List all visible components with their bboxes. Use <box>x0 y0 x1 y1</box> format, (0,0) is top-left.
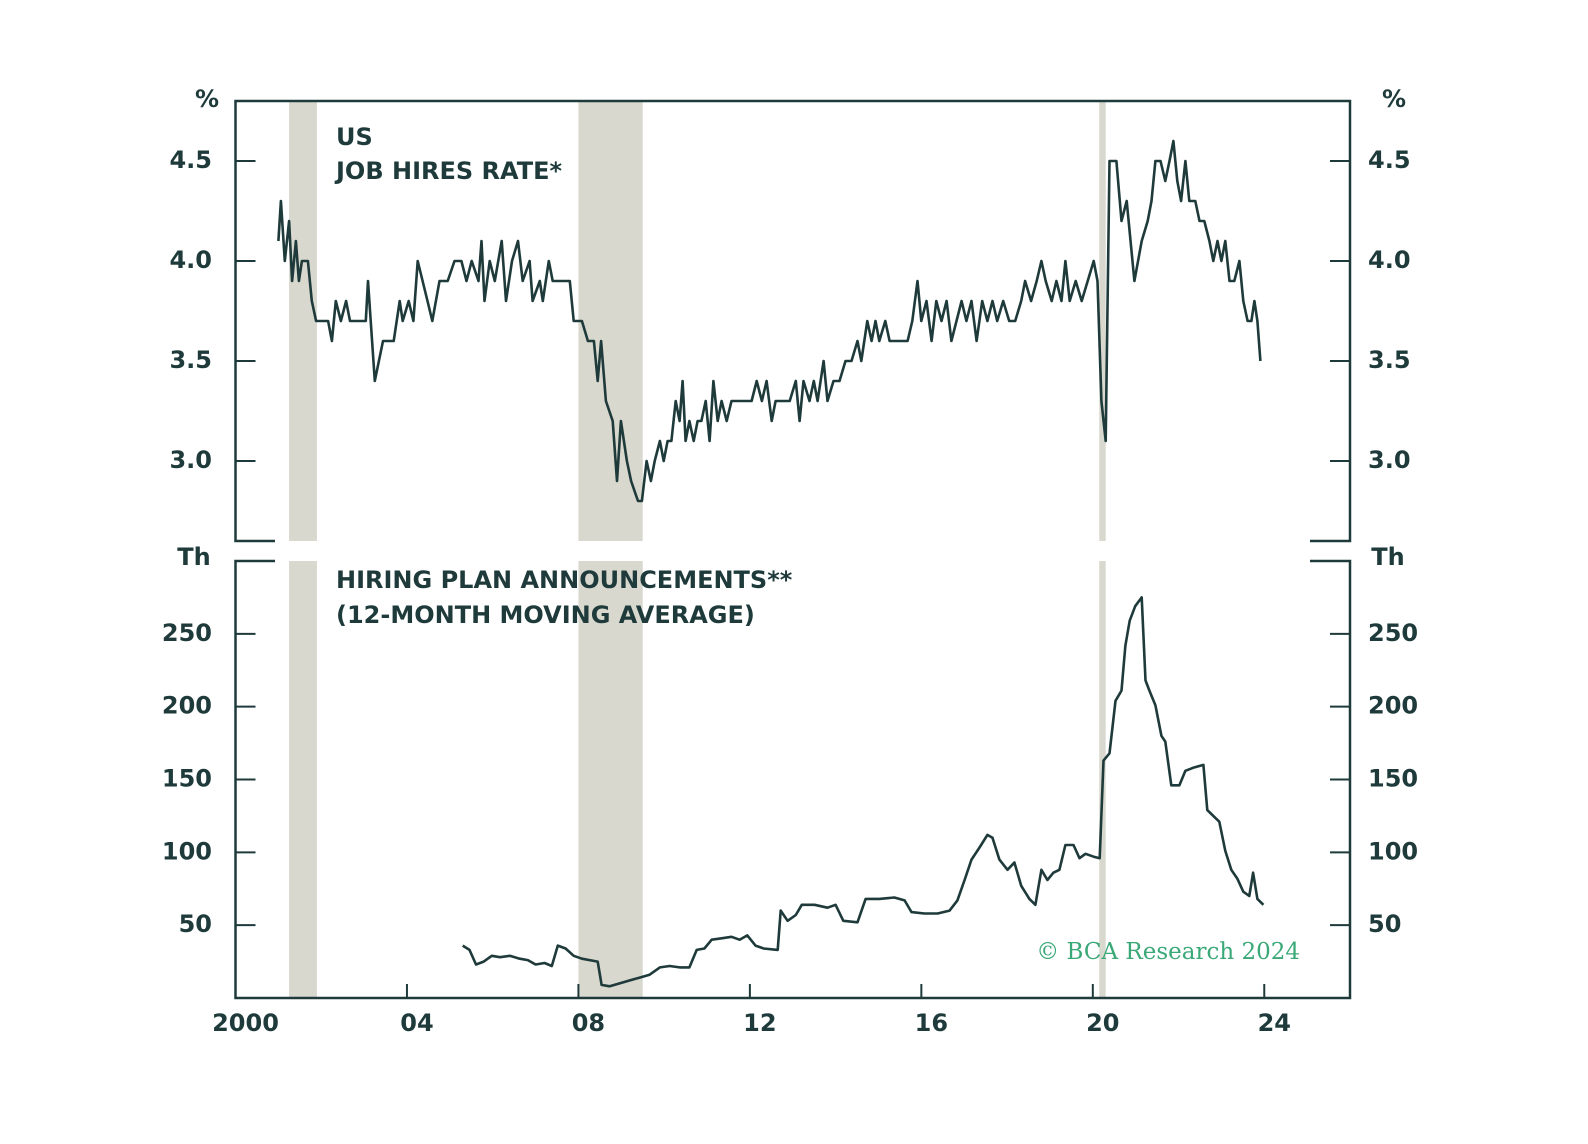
data-line <box>462 596 1265 988</box>
y-tick-label: 100 <box>1368 837 1418 865</box>
x-tick-label: 08 <box>572 1009 605 1037</box>
y-tick-label: 150 <box>162 765 212 793</box>
recession-band <box>1099 101 1106 541</box>
y-tick-label: 100 <box>162 837 212 865</box>
panel-subtitle: JOB HIRES RATE* <box>334 157 562 185</box>
top-frame <box>234 99 1352 543</box>
y-tick-label: 250 <box>162 619 212 647</box>
y-tick-label: 250 <box>1368 619 1418 647</box>
y-tick-label: 150 <box>1368 765 1418 793</box>
shading-layer <box>289 101 1106 998</box>
recession-band <box>578 561 643 998</box>
x-tick-label: 12 <box>743 1009 776 1037</box>
recession-band <box>289 101 317 541</box>
y-unit: Th <box>177 543 210 571</box>
bottom-frame <box>234 559 1352 1000</box>
y-unit: % <box>195 85 219 113</box>
y-unit: % <box>1382 85 1406 113</box>
y-tick-label: 4.0 <box>169 246 212 274</box>
panel-title: US <box>336 123 373 151</box>
y-tick-label: 50 <box>1368 910 1401 938</box>
y-tick-label: 4.5 <box>1368 146 1411 174</box>
panel-title: HIRING PLAN ANNOUNCEMENTS** <box>336 566 793 594</box>
y-tick-label: 50 <box>179 910 212 938</box>
y-unit: Th <box>1371 543 1404 571</box>
y-tick-label: 3.5 <box>169 346 212 374</box>
y-tick-label: 3.0 <box>169 446 212 474</box>
recession-band <box>289 561 317 998</box>
recession-band <box>578 101 643 541</box>
x-tick-label: 2000 <box>212 1009 279 1037</box>
y-tick-label: 200 <box>1368 692 1418 720</box>
x-tick-label: 04 <box>400 1009 433 1037</box>
y-tick-label: 4.0 <box>1368 246 1411 274</box>
copyright: © BCA Research 2024 <box>1036 939 1300 965</box>
y-tick-label: 4.5 <box>169 146 212 174</box>
data-line <box>277 139 1262 503</box>
y-tick-label: 3.0 <box>1368 446 1411 474</box>
y-tick-label: 3.5 <box>1368 346 1411 374</box>
x-tick-label: 16 <box>915 1009 948 1037</box>
panel-subtitle: (12-MONTH MOVING AVERAGE) <box>336 601 755 629</box>
x-tick-label: 24 <box>1258 1009 1291 1037</box>
x-tick-label: 20 <box>1086 1009 1119 1037</box>
y-tick-label: 200 <box>162 692 212 720</box>
